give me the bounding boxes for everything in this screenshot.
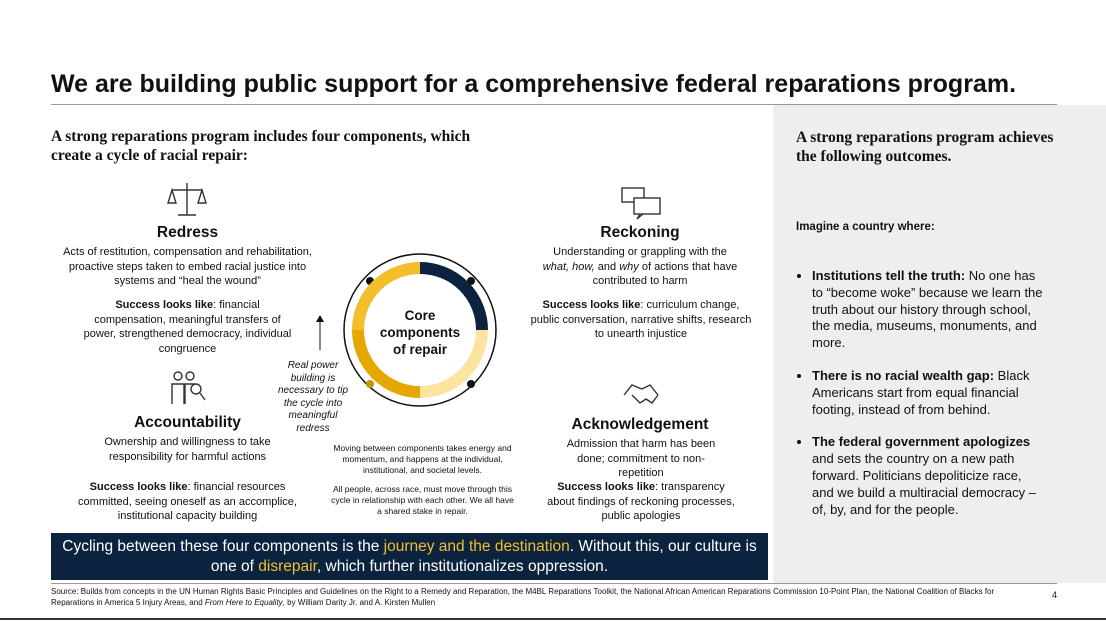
outcomes-panel xyxy=(773,105,1106,583)
cycle-dot xyxy=(366,380,374,388)
ring-segment xyxy=(352,329,421,398)
success-label: Success looks like xyxy=(115,299,214,311)
highlight: journey and the destination xyxy=(383,538,570,555)
component-description: Ownership and willingness to take respon… xyxy=(104,436,271,463)
source: Source: Builds from concepts in the UN H… xyxy=(51,587,1031,608)
component-name: Redress xyxy=(156,224,219,241)
component-name: Acknowledgement xyxy=(571,416,709,433)
success: Success looks like: financial compensati… xyxy=(80,298,295,356)
text: Cycling between these four components is… xyxy=(62,538,384,555)
arrow-head xyxy=(316,315,324,322)
component-description: Acts of restitution, compensation and re… xyxy=(63,246,312,287)
speech-icon xyxy=(621,187,661,220)
annotation: Real power building is necessary to tip … xyxy=(277,360,349,434)
text: of actions that have contributed to harm xyxy=(592,260,738,288)
bullet: The federal government apologizes and se… xyxy=(812,434,1044,518)
banner: Cycling between these four components is… xyxy=(51,533,768,580)
bullet-bold: There is no racial wealth gap: xyxy=(812,367,995,383)
bullet: Institutions tell the truth: No one has … xyxy=(812,268,1044,352)
component-name: Accountability xyxy=(134,414,241,431)
outcomes-list: Institutions tell the truth: No one has … xyxy=(796,268,1044,518)
component-name: Reckoning xyxy=(600,224,680,241)
text: why xyxy=(619,260,639,273)
text: From Here to Equality xyxy=(204,597,283,607)
ring-segment xyxy=(419,262,488,331)
bullet-bold: The federal government apologizes xyxy=(812,434,1031,450)
handshake-icon xyxy=(623,384,659,404)
outcomes-lead: Imagine a country where: xyxy=(796,221,935,233)
scales-icon xyxy=(167,183,207,216)
ring-segment xyxy=(352,262,421,331)
ring-segment xyxy=(419,329,488,398)
note: Moving between components takes energy a… xyxy=(333,443,512,475)
outcomes-heading: A strong reparations program achieves th… xyxy=(796,129,1054,165)
text: what, how, xyxy=(542,260,595,273)
page-number: 4 xyxy=(1052,590,1058,600)
cycle-dot xyxy=(467,380,475,388)
success-label: Success looks like xyxy=(542,299,641,311)
center-label: Core components of repair xyxy=(379,308,461,357)
bullet: There is no racial wealth gap: Black Ame… xyxy=(812,368,1044,418)
success-text: : financial resources committed, seeing … xyxy=(78,481,297,522)
rule xyxy=(51,583,1057,584)
success: Success looks like: transparency about f… xyxy=(545,480,737,524)
rule xyxy=(51,104,1057,105)
bullet-text: and sets the country on a new path forwa… xyxy=(812,451,1036,517)
text: , which further institutionalizes oppres… xyxy=(316,558,609,575)
success: Success looks like: curriculum change, p… xyxy=(530,298,752,342)
text: and xyxy=(594,260,620,273)
success-label: Success looks like xyxy=(89,481,188,493)
cycle xyxy=(343,253,497,407)
people-icon xyxy=(171,371,206,404)
center-notes: Moving between components takes energy a… xyxy=(330,443,515,517)
success: Success looks like: financial resources … xyxy=(70,480,305,524)
note: All people, across race, must move throu… xyxy=(331,484,514,516)
success-text: : transparency about findings of reckoni… xyxy=(547,481,735,522)
title: We are building public support for a com… xyxy=(51,70,1017,98)
highlight: disrepair xyxy=(258,558,317,575)
success-text: : financial compensation, meaningful tra… xyxy=(83,299,292,355)
text: Understanding or grappling with the xyxy=(553,246,727,258)
bullet-text: Black Americans start from equal financi… xyxy=(812,367,1030,417)
bullet-bold: Institutions tell the truth: xyxy=(812,268,966,283)
success-text: : curriculum change, public conversation… xyxy=(530,299,752,340)
text: . Without this, our culture is one of xyxy=(210,538,757,575)
text: , by William Darity Jr. and A. Kirsten M… xyxy=(282,597,436,607)
component-description: Understanding or grappling with the what… xyxy=(540,245,740,289)
component-description: Admission that harm has been done; commi… xyxy=(566,438,716,479)
text: Source: Builds from concepts in the UN H… xyxy=(51,587,995,607)
bottom-rule xyxy=(0,618,1106,620)
intro: A strong reparations program includes fo… xyxy=(51,128,471,164)
bullet-text: No one has to “become woke” because we l… xyxy=(812,268,1043,351)
success-label: Success looks like xyxy=(557,481,656,493)
